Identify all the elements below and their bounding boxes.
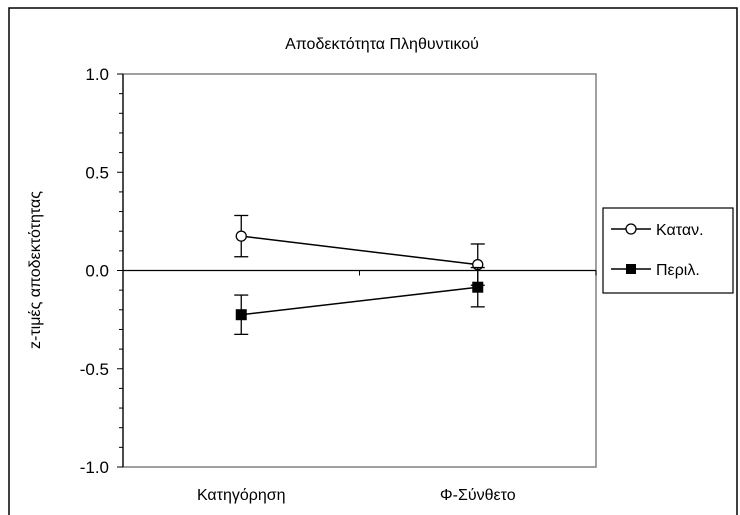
- legend-box: [602, 207, 734, 294]
- y-tick-label: -1.0: [80, 458, 109, 477]
- series-line: [241, 286, 478, 316]
- legend-label: Περιλ.: [656, 262, 700, 279]
- y-axis-label: z-τιμές αποδεκτότητας: [27, 191, 44, 349]
- chart-title: Αποδεκτότητα Πληθυντικού: [285, 36, 479, 53]
- x-tick-label: Φ-Σύνθετο: [440, 487, 516, 504]
- legend-marker: [626, 264, 636, 274]
- series-line: [241, 235, 478, 266]
- data-point: [472, 281, 484, 293]
- series-2: [234, 266, 485, 336]
- series-group: [234, 214, 485, 336]
- legend: Καταν. Περιλ.: [602, 207, 734, 294]
- y-tick-label: 0.0: [85, 262, 109, 281]
- y-tick-label: -0.5: [80, 360, 109, 379]
- legend-marker: [625, 223, 637, 235]
- series-1: [234, 214, 485, 286]
- axes: 1.0 0.5 0.0 -0.5 -1.0 Κατηγόρηση Φ-Σύνθετο: [80, 65, 597, 504]
- y-tick-label: 0.5: [85, 163, 109, 182]
- x-tick-label: Κατηγόρηση: [197, 487, 286, 504]
- data-point: [235, 230, 247, 242]
- data-point: [235, 309, 247, 321]
- legend-label: Καταν.: [656, 222, 704, 239]
- chart-border: [8, 7, 738, 515]
- y-tick-label: 1.0: [85, 65, 109, 84]
